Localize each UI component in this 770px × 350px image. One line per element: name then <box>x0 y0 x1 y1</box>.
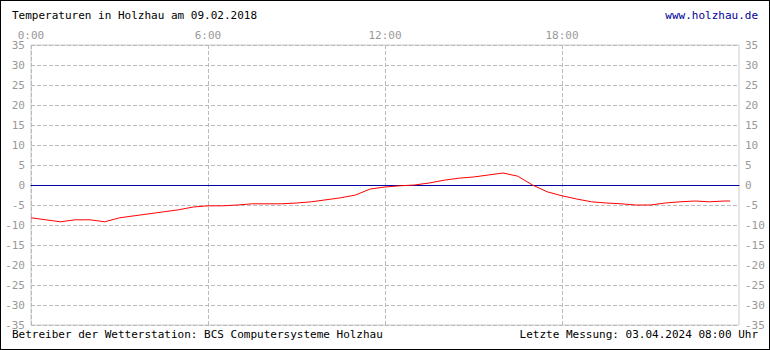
svg-text:-15: -15 <box>745 239 765 252</box>
svg-text:5: 5 <box>745 159 752 172</box>
svg-text:15: 15 <box>12 119 25 132</box>
svg-text:0: 0 <box>18 179 25 192</box>
svg-text:25: 25 <box>745 79 758 92</box>
svg-text:-20: -20 <box>745 259 765 272</box>
svg-text:15: 15 <box>745 119 758 132</box>
svg-text:-35: -35 <box>5 318 25 332</box>
svg-text:-25: -25 <box>5 279 25 292</box>
svg-text:10: 10 <box>12 139 25 152</box>
svg-text:20: 20 <box>12 99 25 112</box>
svg-text:-10: -10 <box>5 219 25 232</box>
svg-text:Temperaturen in Holzhau am 09.: Temperaturen in Holzhau am 09.02.2018 <box>12 9 257 22</box>
svg-text:-5: -5 <box>12 199 25 212</box>
svg-text:-5: -5 <box>745 199 758 212</box>
svg-text:30: 30 <box>12 59 25 72</box>
svg-text:-30: -30 <box>745 299 765 312</box>
svg-text:35: 35 <box>11 38 25 52</box>
svg-text:-35: -35 <box>745 318 765 332</box>
svg-text:6:00: 6:00 <box>195 29 222 42</box>
svg-text:0: 0 <box>745 179 752 192</box>
svg-text:35: 35 <box>745 39 758 52</box>
svg-text:Letzte Messung: 03.04.2024 08:: Letzte Messung: 03.04.2024 08:00 Uhr <box>520 328 759 341</box>
svg-text:-30: -30 <box>5 299 25 312</box>
svg-text:www.holzhau.de: www.holzhau.de <box>665 9 758 22</box>
svg-text:18:00: 18:00 <box>545 29 578 42</box>
svg-text:10: 10 <box>745 139 758 152</box>
svg-text:30: 30 <box>745 59 758 72</box>
svg-text:25: 25 <box>12 79 25 92</box>
svg-text:5: 5 <box>18 159 25 172</box>
svg-text:-25: -25 <box>745 279 765 292</box>
svg-text:20: 20 <box>745 99 758 112</box>
svg-text:-10: -10 <box>745 219 765 232</box>
svg-text:-15: -15 <box>5 239 25 252</box>
svg-text:-20: -20 <box>5 259 25 272</box>
svg-text:12:00: 12:00 <box>368 29 401 42</box>
svg-text:0:00: 0:00 <box>18 29 45 42</box>
svg-text:Betreiber der Wetterstation: B: Betreiber der Wetterstation: BCS Compute… <box>12 328 383 341</box>
